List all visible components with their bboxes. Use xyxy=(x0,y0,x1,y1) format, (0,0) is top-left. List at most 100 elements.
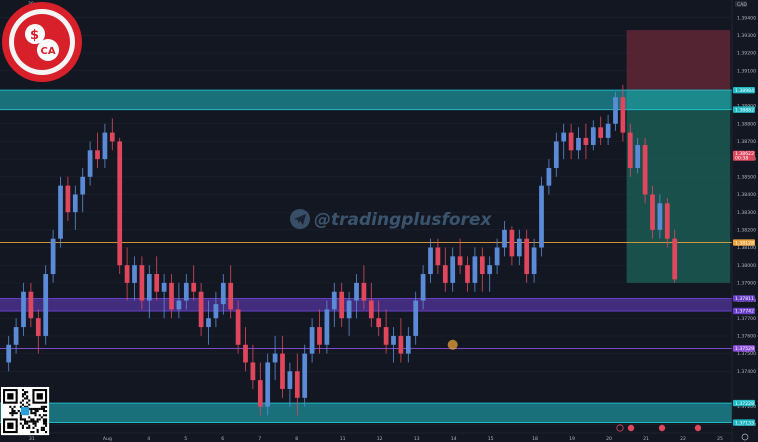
event-markers xyxy=(616,424,702,432)
qr-module xyxy=(42,405,45,408)
candle-body xyxy=(72,194,78,213)
candle-body xyxy=(235,309,241,345)
time-axis[interactable]: 3031Aug456781112131415181920212225 xyxy=(0,1,732,442)
zone-price-tag: 1.37811 xyxy=(735,296,754,302)
qr-module xyxy=(13,412,16,415)
candle-body xyxy=(302,353,308,398)
flag-icon[interactable] xyxy=(694,424,702,432)
price-tick-label: 1.38300 xyxy=(737,210,756,216)
qr-module xyxy=(34,414,37,417)
qr-module xyxy=(21,418,24,421)
qr-module xyxy=(24,397,27,400)
price-tick-label: 1.37700 xyxy=(737,316,756,322)
time-tick-label: 5 xyxy=(184,436,187,442)
candle-body xyxy=(442,265,448,283)
price-axis[interactable]: 1.394001.393001.392001.391001.389001.388… xyxy=(731,0,758,442)
candle-body xyxy=(576,137,581,151)
candle-body xyxy=(191,282,197,292)
qr-module xyxy=(32,420,35,423)
candle-body xyxy=(317,327,322,345)
qr-module xyxy=(15,412,18,415)
candle-body xyxy=(198,291,204,328)
candle-body xyxy=(35,318,41,336)
candle-body xyxy=(524,238,530,275)
candle-body xyxy=(87,150,93,177)
price-tick-label: 1.38000 xyxy=(737,263,756,269)
candle-body xyxy=(132,265,137,283)
qr-module xyxy=(24,420,27,423)
qr-module xyxy=(42,428,45,431)
candle-body xyxy=(65,185,71,213)
qr-module xyxy=(19,422,22,425)
qr-module xyxy=(30,412,33,415)
svg-text:$: $ xyxy=(30,28,39,43)
time-tick-label: Aug xyxy=(103,436,112,442)
qr-module xyxy=(11,412,14,415)
candle-body xyxy=(243,344,248,363)
candle-body xyxy=(494,247,500,266)
qr-module xyxy=(21,426,24,429)
time-tick-label: 31 xyxy=(29,436,35,442)
candle-body xyxy=(169,282,174,310)
current-price-tag: 1.38622 xyxy=(735,151,754,157)
time-tick-label: 20 xyxy=(606,436,612,442)
stop-loss-zone xyxy=(626,30,731,92)
candle-body xyxy=(435,247,441,266)
qr-module xyxy=(28,416,31,419)
candle-body xyxy=(220,282,226,305)
candle-body xyxy=(102,132,108,160)
candle-body xyxy=(627,132,633,168)
candle-body xyxy=(391,335,396,345)
qr-module xyxy=(19,418,22,421)
qr-module xyxy=(45,414,48,417)
qr-finder-core xyxy=(36,393,43,400)
candle-body xyxy=(50,238,56,275)
zones xyxy=(0,89,732,424)
candle-body xyxy=(657,203,663,230)
candle-body xyxy=(376,318,382,328)
time-tick-label: 22 xyxy=(680,436,686,442)
qr-module xyxy=(36,410,39,413)
take-profit-zone xyxy=(626,91,731,283)
candle-body xyxy=(28,291,34,319)
current-price-tag-bg xyxy=(733,150,755,161)
qr-module xyxy=(24,393,27,396)
axis-settings-icon[interactable] xyxy=(741,433,749,441)
time-tick-label: 4 xyxy=(147,436,150,442)
logo-text: CA xyxy=(41,46,56,57)
candle-body xyxy=(546,167,552,186)
candle-body xyxy=(568,132,574,151)
qr-module xyxy=(24,391,27,394)
price-tick-label: 1.37400 xyxy=(737,369,756,375)
candle-body xyxy=(361,282,367,301)
qr-module xyxy=(21,389,24,392)
qr-module xyxy=(28,424,31,427)
candle-body xyxy=(161,282,167,292)
qr-module xyxy=(19,412,22,415)
qr-module xyxy=(34,422,37,425)
candle-body xyxy=(605,123,611,138)
qr-module xyxy=(42,410,45,413)
zone-price-tag-bg xyxy=(733,399,755,407)
candle-body xyxy=(553,141,559,168)
time-tick-label: 14 xyxy=(451,436,457,442)
qr-module xyxy=(17,410,20,413)
flag-icon[interactable] xyxy=(658,424,666,432)
flag-icon[interactable] xyxy=(627,424,635,432)
candle-body xyxy=(6,344,12,363)
event-marker-icon[interactable] xyxy=(616,424,624,432)
candle-body xyxy=(265,362,271,407)
telegram-plane xyxy=(294,214,306,225)
position-tool[interactable] xyxy=(626,30,731,283)
candle-body xyxy=(561,132,567,142)
qr-module xyxy=(45,405,48,408)
qr-module xyxy=(40,428,43,431)
qr-module xyxy=(32,422,35,425)
zone-price-tag-bg xyxy=(733,106,755,113)
qr-module xyxy=(42,422,45,425)
qr-module xyxy=(36,420,39,423)
level-price-tag: 1.37529 xyxy=(735,346,754,352)
qr-module xyxy=(26,395,29,398)
qr-module xyxy=(42,420,45,423)
logo-badge xyxy=(37,39,59,61)
